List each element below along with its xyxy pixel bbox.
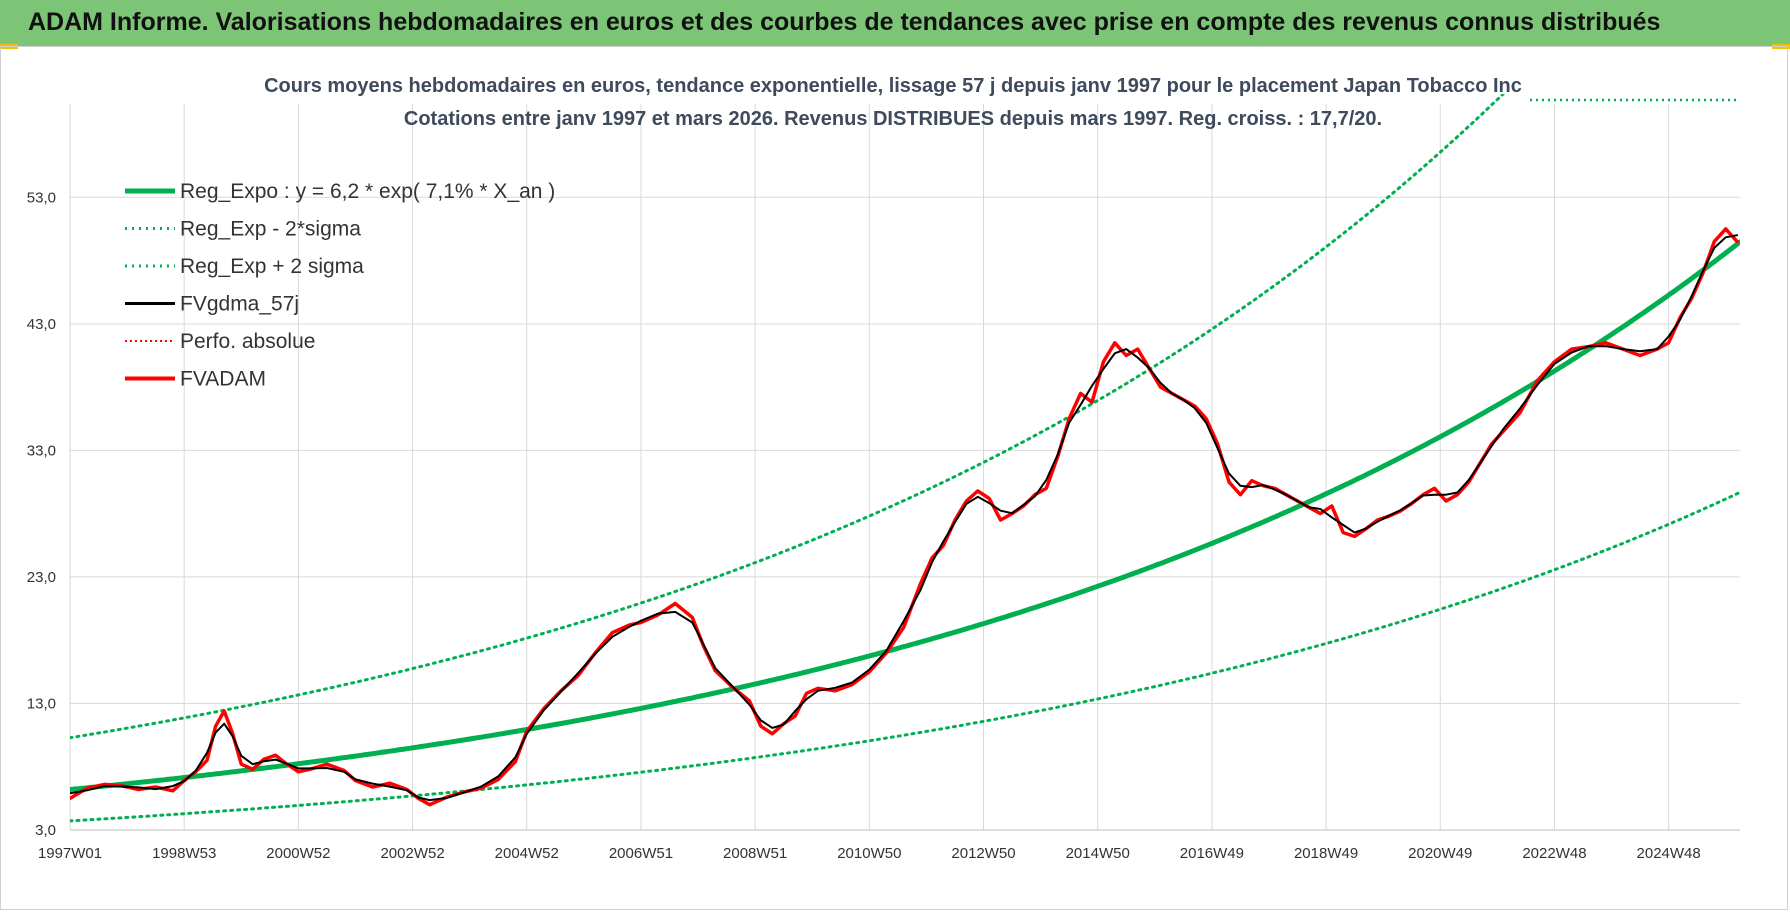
x-tick-label: 1998W53 [152,845,216,862]
x-tick-label: 2008W51 [723,845,787,862]
chart-title: Cours moyens hebdomadaires en euros, ten… [264,75,1522,97]
chart-subtitle: Cotations entre janv 1997 et mars 2026. … [404,108,1382,130]
legend-entry: FVADAM [180,368,266,391]
y-tick-label: 3,0 [35,822,56,839]
x-tick-label: 2010W50 [837,845,901,862]
regression-line [70,239,1740,792]
legend-entry: Reg_Exp + 2 sigma [180,255,364,278]
legend-entry: Perfo. absolue [180,330,315,353]
x-tick-label: 2022W48 [1522,845,1586,862]
y-tick-label: 43,0 [27,316,56,333]
legend-entry: Reg_Exp - 2*sigma [180,218,361,241]
smoothed-line [70,234,1739,802]
series-layer [70,94,1740,823]
x-tick-label: 1997W01 [38,845,102,862]
legend-entry: Reg_Expo : y = 6,2 * exp( 7,1% * X_an ) [180,180,555,203]
axes: 3,0 13,0 23,0 33,0 43,0 53,0 1997W01 1998W53 200… [27,189,1740,862]
x-tick-label: 2012W50 [951,845,1015,862]
header-bar [0,0,1790,46]
y-tick-label: 23,0 [27,569,56,586]
sigma-band-line [70,94,1506,740]
x-tick-label: 2016W49 [1180,845,1244,862]
legend: Reg_Expo : y = 6,2 * exp( 7,1% * X_an ) R… [125,180,555,391]
x-tick-label: 2000W52 [266,845,330,862]
x-tick-label: 2006W51 [609,845,673,862]
x-tick-label: 2004W52 [495,845,559,862]
x-tick-label: 2002W52 [380,845,444,862]
chart-frame [0,46,1788,910]
x-tick-label: 2020W49 [1408,845,1472,862]
fvadam-line [70,227,1739,807]
sigma-band-line [70,490,1740,823]
legend-entry: FVgdma_57j [180,293,299,316]
y-tick-label: 33,0 [27,442,56,459]
grid [69,104,1740,831]
perfo-line [70,228,1738,806]
y-tick-label: 13,0 [27,695,56,712]
page-title: ADAM Informe. Valorisations hebdomadaire… [28,8,1661,36]
y-tick-label: 53,0 [27,189,56,206]
x-tick-label: 2018W49 [1294,845,1358,862]
x-tick-label: 2014W50 [1066,845,1130,862]
x-tick-label: 2024W48 [1637,845,1701,862]
